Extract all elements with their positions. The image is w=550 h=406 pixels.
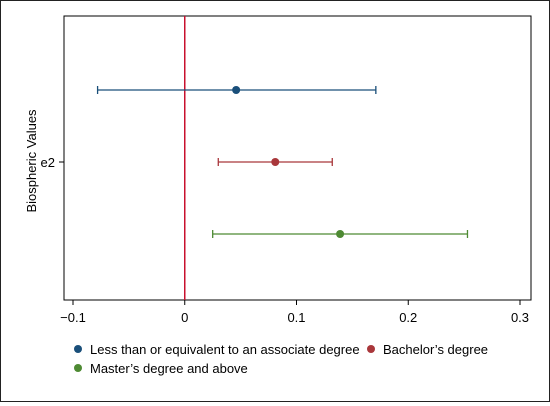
- legend: Less than or equivalent to an associate …: [74, 342, 488, 376]
- x-tick-label: 0.1: [287, 310, 305, 325]
- y-tick-label: e2: [41, 155, 55, 170]
- series-row: [212, 230, 469, 238]
- x-axis-ticks: −0.1 0 0.1 0.2 0.3: [60, 300, 529, 325]
- series-row: [217, 158, 333, 166]
- estimate-point: [271, 158, 280, 166]
- x-tick-label: 0: [181, 310, 188, 325]
- series-row: [96, 86, 377, 94]
- x-tick-label: −0.1: [60, 310, 86, 325]
- legend-label: Master’s degree and above: [90, 361, 248, 376]
- estimate-point: [336, 230, 345, 238]
- series-group: [96, 86, 469, 238]
- legend-label: Bachelor’s degree: [383, 342, 488, 357]
- legend-marker: [74, 364, 82, 372]
- estimate-point: [232, 86, 241, 94]
- x-tick-label: 0.3: [511, 310, 529, 325]
- plot-area: [63, 15, 532, 301]
- legend-label: Less than or equivalent to an associate …: [90, 342, 360, 357]
- y-axis-title: Biospheric Values: [24, 109, 39, 213]
- legend-marker: [367, 345, 375, 353]
- x-tick-label: 0.2: [399, 310, 417, 325]
- legend-marker: [74, 345, 82, 353]
